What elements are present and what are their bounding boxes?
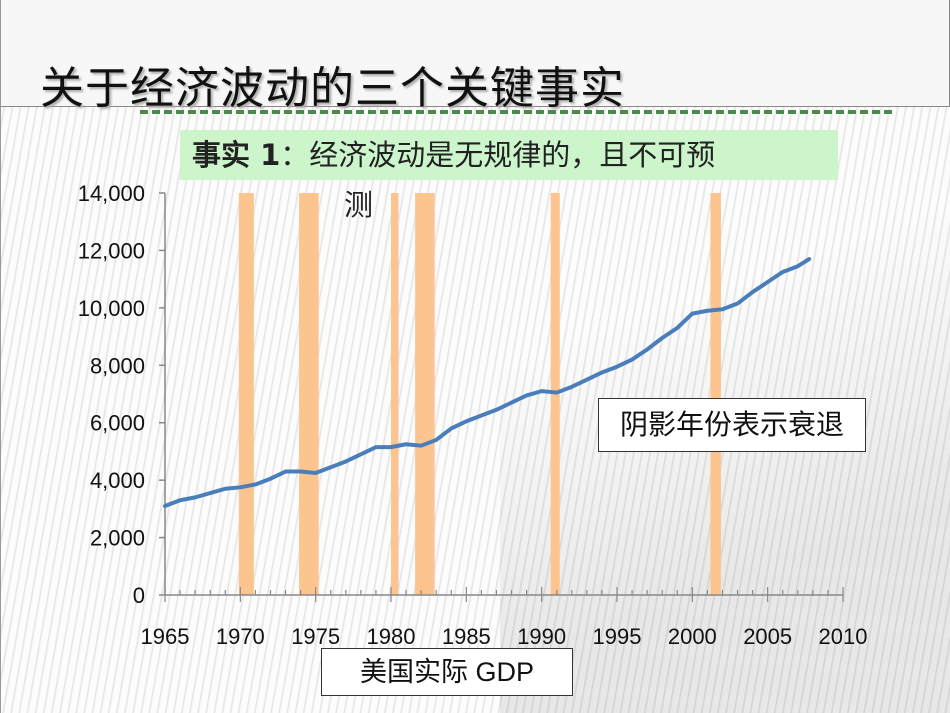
- y-tick-label: 0: [133, 583, 145, 608]
- fact-text: ：经济波动是无规律的，且不可预: [280, 138, 716, 172]
- recession-band: [299, 193, 319, 595]
- y-tick-label: 12,000: [78, 238, 145, 263]
- slide-title: 关于经济波动的三个关键事实: [40, 63, 625, 114]
- recession-band: [415, 193, 435, 595]
- fact-text-continued: 测: [344, 188, 374, 222]
- recession-note: 阴影年份表示衰退: [598, 398, 866, 452]
- y-tick-label: 4,000: [90, 468, 145, 493]
- x-tick-label: 2000: [668, 624, 717, 649]
- gdp-line: [163, 257, 812, 508]
- x-tick-label: 1975: [291, 624, 340, 649]
- left-border: [0, 0, 1, 713]
- x-tick-label: 2005: [743, 624, 792, 649]
- y-tick-label: 14,000: [78, 181, 145, 206]
- x-tick-label: 2010: [819, 624, 868, 649]
- title-frame: [0, 0, 950, 107]
- x-tick-label: 1970: [216, 624, 265, 649]
- recession-band: [238, 193, 254, 595]
- y-tick-label: 2,000: [90, 526, 145, 551]
- fact-box: 事实 1：经济波动是无规律的，且不可预: [180, 130, 838, 180]
- x-tick-label: 1980: [367, 624, 416, 649]
- recession-band: [710, 193, 721, 595]
- x-tick-label: 1985: [442, 624, 491, 649]
- y-tick-label: 10,000: [78, 296, 145, 321]
- title-underline: [140, 110, 892, 118]
- fact-label: 事实 1: [192, 138, 281, 172]
- x-tick-label: 1995: [593, 624, 642, 649]
- y-tick-label: 6,000: [90, 411, 145, 436]
- recession-band: [391, 193, 399, 595]
- x-tick-label: 1965: [141, 624, 190, 649]
- x-axis-label: 美国实际 GDP: [321, 648, 573, 696]
- y-tick-label: 8,000: [90, 353, 145, 378]
- x-tick-label: 1990: [517, 624, 566, 649]
